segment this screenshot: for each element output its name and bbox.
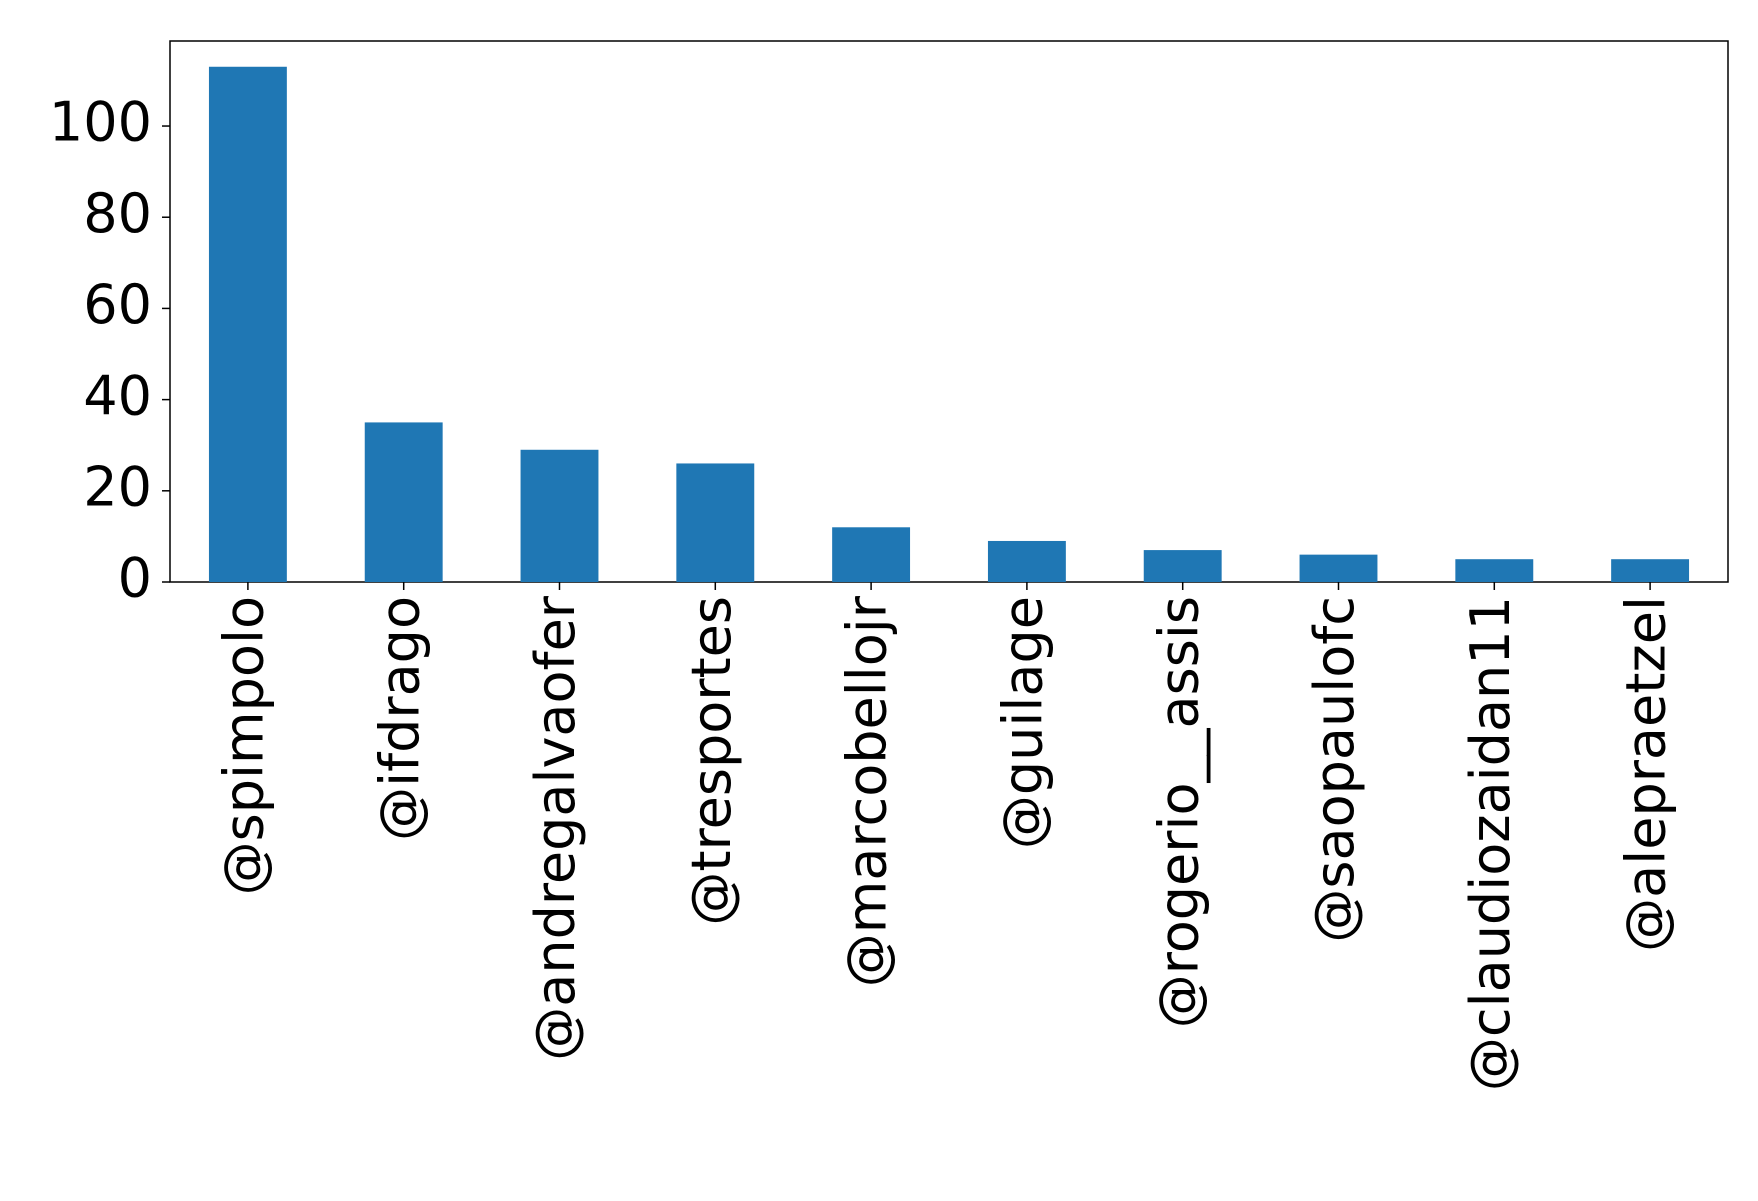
x-tick-label: @marcobellojr: [836, 595, 899, 987]
x-tick-label: @ifdrago: [368, 596, 431, 841]
bar: [1299, 554, 1378, 582]
bar: [520, 449, 599, 582]
bar: [987, 540, 1066, 582]
bar: [364, 422, 443, 582]
x-tick-label: @andregalvaofer: [524, 595, 587, 1061]
x-tick-label: @spimpolo: [213, 596, 276, 895]
y-tick-label: 0: [118, 547, 152, 610]
x-tick-label: @tresportes: [680, 596, 743, 926]
y-tick-label: 60: [83, 273, 152, 336]
y-tick-label: 100: [49, 91, 152, 154]
bar: [1455, 559, 1534, 582]
x-tick-label: @claudiozaidan11: [1459, 596, 1522, 1091]
y-tick-label: 80: [83, 182, 152, 245]
y-tick-label: 20: [83, 455, 152, 518]
bar: [208, 66, 287, 582]
x-tick-label: @saopaulofc: [1303, 596, 1366, 943]
x-tick-label: @rogerio__assis: [1147, 596, 1210, 1028]
y-tick-label: 40: [83, 364, 152, 427]
bar: [832, 527, 911, 582]
x-tick-label: @guilage: [992, 596, 1055, 849]
bar: [1611, 559, 1690, 582]
plot-frame: [169, 40, 1729, 583]
bar: [1143, 550, 1222, 582]
bar: [676, 463, 755, 582]
x-tick-label: @alepraetzel: [1615, 596, 1678, 952]
